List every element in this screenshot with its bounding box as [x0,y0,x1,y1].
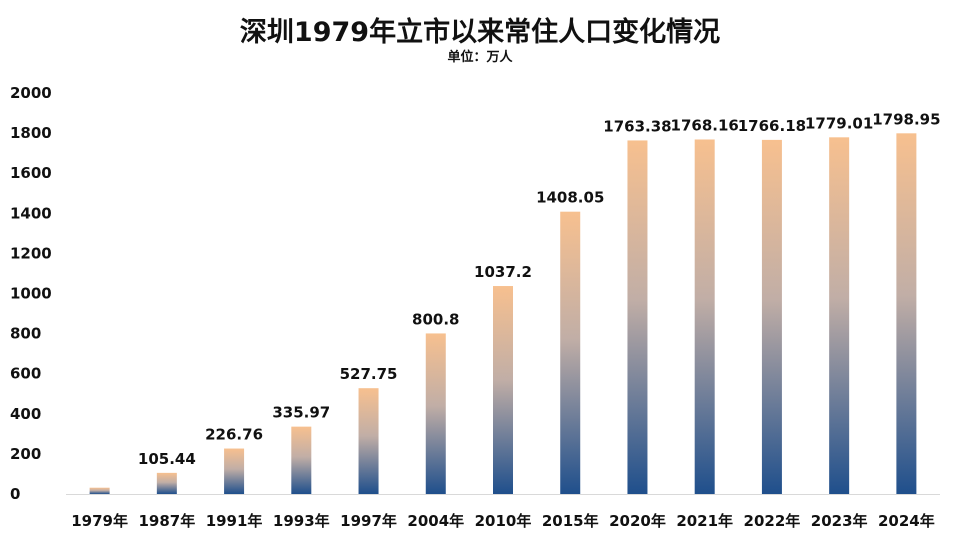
data-label: 1408.05 [536,189,604,207]
chart-subtitle: 单位：万人 [447,49,513,65]
data-label: 1779.01 [805,114,873,132]
data-label: 335.97 [272,404,330,422]
y-tick-label: 400 [10,405,41,423]
x-tick-label: 2023年 [811,512,868,530]
x-tick-label: 1979年 [71,512,128,530]
x-tick-label: 1991年 [206,512,263,530]
data-label: 1763.38 [603,117,671,135]
x-tick-label: 2004年 [407,512,464,530]
data-label: 800.8 [412,310,459,328]
bar-2022年 [761,139,782,494]
y-tick-label: 0 [10,485,20,503]
data-label: 1768.16 [671,116,739,134]
bar-1987年 [156,472,177,494]
x-tick-label: 1993年 [273,512,330,530]
bar-2023年 [829,137,850,494]
bar-2020年 [627,140,648,494]
x-tick-label: 2021年 [676,512,733,530]
bar-2015年 [560,211,581,494]
bar-2004年 [425,333,446,494]
x-tick-label: 2024年 [878,512,935,530]
bar-2021年 [694,139,715,494]
x-tick-label: 1987年 [138,512,195,530]
x-tick-label: 2015年 [542,512,599,530]
data-label: 226.76 [205,426,263,444]
y-tick-label: 600 [10,365,41,383]
data-label: 1766.18 [738,117,806,135]
x-tick-label: 2010年 [475,512,532,530]
bar-2024年 [896,133,917,494]
x-tick-label: 1997年 [340,512,397,530]
y-tick-label: 1000 [10,285,52,303]
chart-title: 深圳1979年立市以来常住人口变化情况 [240,16,720,48]
y-tick-label: 800 [10,325,41,343]
y-tick-label: 1800 [10,124,52,142]
data-labels: 105.44 226.76 335.97 527.75 800.8 1037.2 1408.… [138,110,941,468]
y-tick-label: 1400 [10,204,52,222]
x-tick-label: 2022年 [744,512,801,530]
data-label: 527.75 [340,365,398,383]
bar-2010年 [493,286,513,494]
data-label: 1798.95 [872,110,940,128]
x-tick-label: 2020年 [609,512,666,530]
bar-1991年 [224,448,245,494]
data-label: 1037.2 [474,263,532,281]
bar-1993年 [291,426,312,494]
y-tick-label: 1200 [10,244,52,262]
data-label: 105.44 [138,450,196,468]
y-tick-label: 2000 [10,84,52,102]
y-tick-label: 1600 [10,164,52,182]
bars [89,133,917,494]
bar-1997年 [358,388,379,494]
y-axis: 0 200 400 600 800 1000 1200 1400 1600 1800 2000 [10,84,52,503]
bar-1979年 [89,487,110,494]
y-tick-label: 200 [10,445,41,463]
x-axis: 1979年 1987年 1991年 1993年 1997年 2004年 2010年 2015年… [71,512,935,530]
